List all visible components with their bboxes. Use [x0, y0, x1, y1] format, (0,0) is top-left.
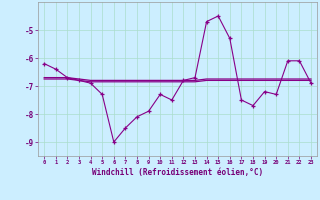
X-axis label: Windchill (Refroidissement éolien,°C): Windchill (Refroidissement éolien,°C) [92, 168, 263, 177]
